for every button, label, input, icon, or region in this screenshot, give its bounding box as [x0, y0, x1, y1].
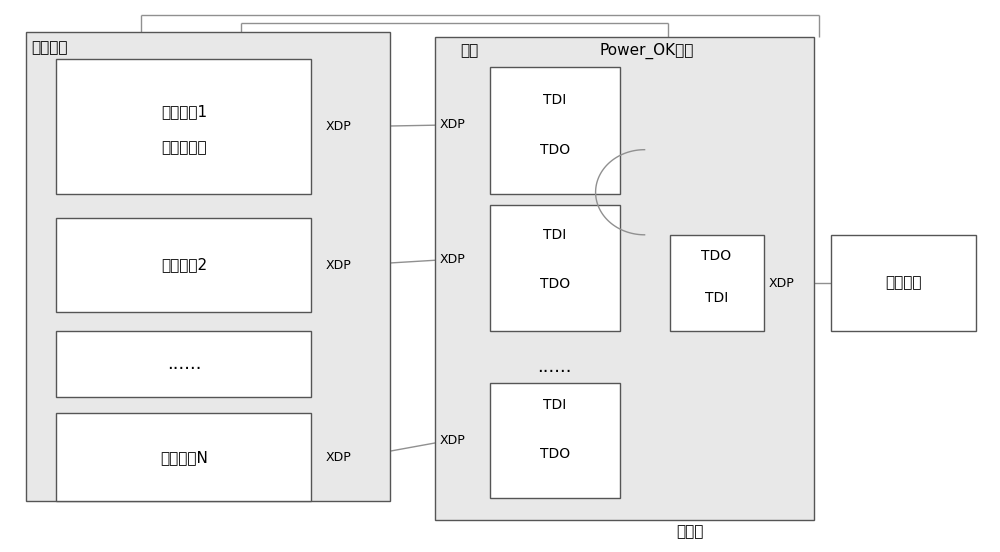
Text: XDP: XDP	[326, 451, 351, 464]
Bar	[56, 413, 311, 501]
Text: TDI: TDI	[543, 398, 566, 412]
Text: 待测主最1: 待测主最1	[161, 104, 207, 119]
Text: 电源: 电源	[460, 43, 478, 59]
Bar	[670, 235, 764, 331]
Text: XDP: XDP	[439, 119, 465, 131]
Text: TDI: TDI	[705, 291, 728, 305]
Text: 待测主板N: 待测主板N	[160, 450, 208, 465]
Text: （主平台）: （主平台）	[161, 141, 207, 156]
Bar	[26, 31, 390, 501]
Text: 被测装置: 被测装置	[31, 41, 68, 56]
Text: TDI: TDI	[543, 228, 566, 242]
Text: XDP: XDP	[439, 253, 465, 266]
Text: TDO: TDO	[540, 448, 570, 461]
Text: TDO: TDO	[540, 142, 570, 157]
Text: 待测主最2: 待测主最2	[161, 258, 207, 273]
Text: ......: ......	[167, 355, 201, 373]
Bar	[56, 219, 311, 312]
Text: XDP: XDP	[326, 120, 351, 133]
Text: 转接板: 转接板	[676, 524, 703, 540]
Text: XDP: XDP	[439, 434, 465, 447]
Text: ......: ......	[538, 358, 572, 375]
Text: XDP: XDP	[768, 277, 794, 290]
Bar	[490, 67, 620, 194]
Bar	[490, 205, 620, 331]
Text: TDO: TDO	[701, 249, 731, 263]
Bar	[490, 383, 620, 498]
Bar	[435, 37, 814, 521]
Text: TDI: TDI	[543, 93, 566, 107]
Text: XDP: XDP	[326, 258, 351, 272]
Bar	[831, 235, 976, 331]
Text: Power_OK信号: Power_OK信号	[600, 43, 694, 59]
Bar	[56, 331, 311, 397]
Text: TDO: TDO	[540, 277, 570, 291]
Bar	[56, 59, 311, 194]
Text: 测试工具: 测试工具	[886, 275, 922, 291]
